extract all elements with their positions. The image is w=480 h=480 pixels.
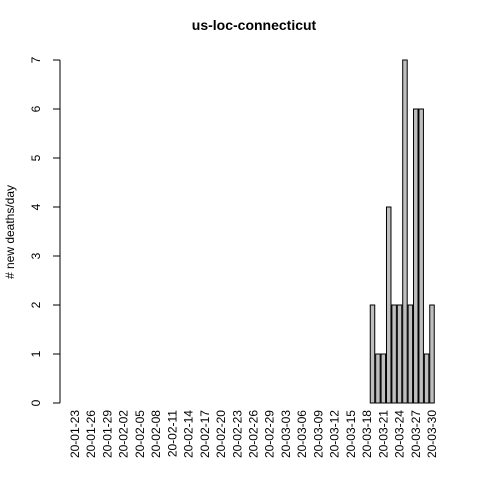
x-tick-label: 20-01-23 (68, 410, 82, 458)
bar (407, 304, 414, 404)
x-tick-label: 20-02-02 (117, 410, 131, 458)
bar (391, 304, 397, 404)
bar (418, 108, 424, 404)
x-tick-label: 20-03-30 (425, 410, 439, 458)
x-tick-label: 20-03-21 (376, 410, 390, 458)
y-tick-label: 1 (29, 350, 43, 357)
x-tick-label: 20-03-15 (344, 410, 358, 458)
bar (385, 206, 392, 404)
bar (402, 59, 408, 404)
bar (380, 353, 387, 404)
x-tick-label: 20-02-29 (263, 410, 277, 458)
x-tick-label: 20-03-03 (279, 410, 293, 458)
x-tick-label: 20-01-29 (100, 410, 114, 458)
x-tick-label: 20-02-05 (133, 410, 147, 458)
x-tick-label: 20-03-24 (393, 410, 407, 458)
x-tick-label: 20-03-27 (409, 410, 423, 458)
x-tick-label: 20-02-11 (165, 410, 179, 457)
y-tick-label: 3 (29, 252, 43, 259)
bar (429, 304, 435, 404)
x-tick-label: 20-02-23 (230, 410, 244, 458)
x-tick-label: 20-02-08 (149, 410, 163, 458)
x-tick-label: 20-02-17 (198, 410, 212, 458)
y-axis-label: # new deaths/day (3, 185, 17, 279)
bar (369, 304, 376, 404)
bar (375, 353, 381, 404)
y-tick-label: 5 (29, 154, 43, 161)
chart-title: us-loc-connecticut (192, 17, 317, 33)
x-tick-label: 20-02-14 (182, 410, 196, 458)
x-tick-label: 20-03-06 (295, 410, 309, 458)
y-tick-label: 4 (29, 203, 43, 210)
y-tick-label: 0 (29, 399, 43, 406)
y-tick-label: 2 (29, 301, 43, 308)
bar (396, 304, 403, 404)
x-tick-label: 20-01-26 (84, 410, 98, 458)
x-tick-label: 20-03-18 (360, 410, 374, 458)
y-tick-label: 6 (29, 105, 43, 112)
x-tick-label: 20-03-09 (311, 410, 325, 458)
x-tick-label: 20-03-12 (328, 410, 342, 458)
bar (413, 108, 419, 404)
bar (423, 353, 430, 404)
y-tick-label: 7 (29, 56, 43, 63)
x-tick-label: 20-02-26 (247, 410, 261, 458)
x-tick-label: 20-02-20 (214, 410, 228, 458)
